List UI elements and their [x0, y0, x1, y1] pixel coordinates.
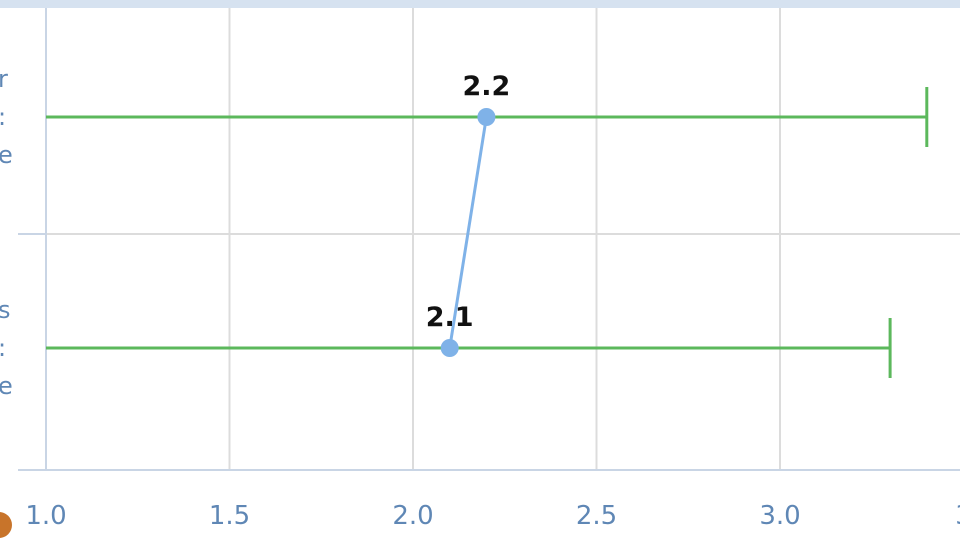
category-label-fragment-0-2: e [0, 141, 13, 169]
top-border [0, 0, 960, 8]
category-label-fragment-1-0: s [0, 296, 11, 324]
x-tick-label-2: 2.0 [392, 501, 433, 530]
x-tick-label-3: 2.5 [576, 501, 617, 530]
data-point-0 [477, 108, 496, 126]
category-label-fragment-1-2: e [0, 372, 13, 400]
category-label-fragment-0-0: r [0, 65, 8, 93]
data-label-1: 2.1 [426, 302, 474, 333]
data-label-0: 2.2 [462, 71, 510, 102]
category-label-fragment-0-1: : [0, 103, 6, 131]
x-tick-label-1: 1.5 [209, 501, 250, 530]
x-tick-label-5: 3 [955, 501, 960, 530]
series-line [448, 116, 488, 349]
x-tick-label-4: 3.0 [759, 501, 800, 530]
data-point-1 [440, 339, 459, 357]
category-label-fragment-1-1: : [0, 334, 6, 362]
x-tick-label-0: 1.0 [25, 501, 66, 530]
